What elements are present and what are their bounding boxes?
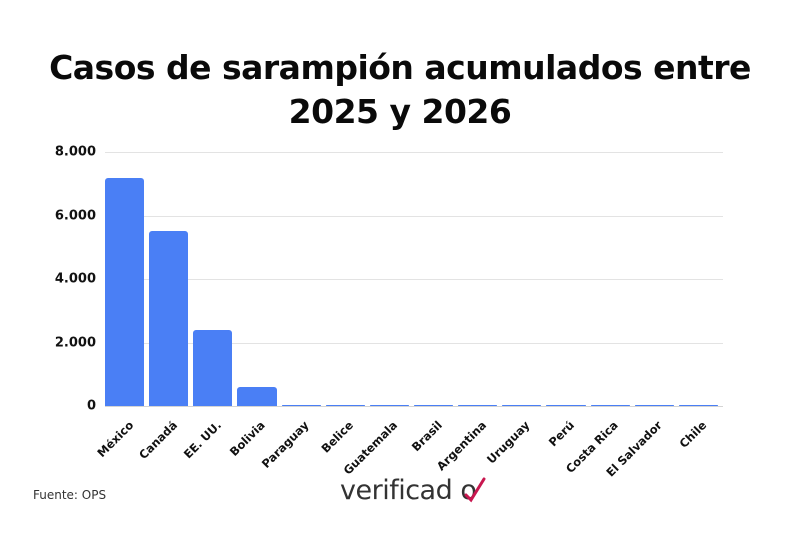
- bar-belice: [325, 404, 365, 406]
- bar-costa-rica: [590, 404, 630, 406]
- bar-chile: [678, 404, 718, 406]
- y-axis-tick-label: 8.000: [54, 144, 96, 160]
- bar-méxico: [105, 178, 145, 406]
- bar-el-salvador: [634, 404, 674, 406]
- y-axis-tick-label: 4.000: [54, 271, 96, 287]
- x-axis-tick-label: Brasil: [408, 418, 445, 455]
- x-axis-tick-label: Canadá: [135, 418, 180, 462]
- x-axis-tick-label: EE. UU.: [180, 418, 224, 462]
- bar-uruguay: [502, 404, 542, 406]
- x-axis-tick-label: Chile: [676, 418, 710, 451]
- chart-title: Casos de sarampión acumulados entre 2025 …: [0, 46, 800, 134]
- gridline: [105, 215, 723, 217]
- checkmark-icon: o: [460, 475, 486, 506]
- gridline: [105, 279, 723, 280]
- bar-guatemala: [369, 404, 409, 406]
- source-note: Fuente: OPS: [33, 488, 107, 502]
- y-axis-tick-label: 0: [86, 398, 96, 414]
- bar-perú: [546, 404, 586, 406]
- y-axis-tick-label: 6.000: [54, 208, 96, 223]
- x-axis-tick-label: Bolivia: [226, 418, 268, 459]
- chart-title-line-1: Casos de sarampión acumulados entre: [49, 48, 751, 87]
- x-axis-tick-label: México: [93, 418, 136, 461]
- verificado-logo: verificad o: [340, 475, 486, 506]
- bar-canadá: [149, 231, 189, 406]
- bar-ee-uu-: [193, 329, 233, 406]
- x-axis-tick-label: Paraguay: [258, 418, 312, 471]
- chart-title-line-2: 2025 y 2026: [288, 92, 512, 131]
- bar-brasil: [414, 404, 454, 406]
- x-axis-tick-label: Perú: [545, 418, 578, 450]
- x-axis-tick-label: Uruguay: [483, 418, 533, 467]
- bar-bolivia: [237, 386, 277, 406]
- logo-text: verificad: [340, 475, 453, 506]
- x-axis-tick-label: Belice: [318, 418, 357, 456]
- gridline: [105, 342, 723, 344]
- y-axis-tick-label: 2.000: [54, 335, 96, 350]
- gridline: [105, 406, 723, 407]
- bar-paraguay: [281, 404, 321, 406]
- bar-argentina: [458, 404, 498, 406]
- gridline: [105, 152, 723, 153]
